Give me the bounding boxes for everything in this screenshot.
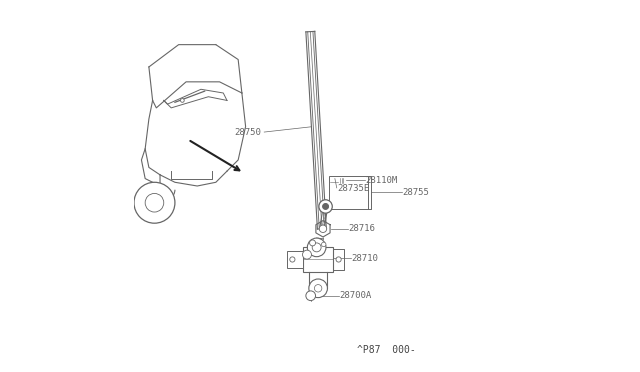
Text: 28750: 28750 (234, 128, 261, 137)
Circle shape (323, 203, 328, 209)
Text: 28700A: 28700A (339, 291, 372, 300)
Text: 28716: 28716 (349, 224, 376, 233)
Circle shape (319, 225, 326, 232)
Circle shape (312, 243, 321, 252)
Text: ^P87  000-: ^P87 000- (357, 345, 416, 355)
Circle shape (314, 285, 322, 292)
Circle shape (180, 99, 184, 102)
Text: 28735E: 28735E (337, 184, 369, 193)
Circle shape (307, 238, 326, 257)
Bar (287, 251, 303, 268)
Circle shape (306, 291, 316, 301)
Circle shape (303, 250, 312, 259)
Circle shape (310, 240, 316, 246)
Circle shape (134, 182, 175, 223)
Ellipse shape (337, 177, 346, 183)
Bar (330, 177, 338, 188)
Text: 28110M: 28110M (365, 176, 397, 185)
Circle shape (290, 257, 295, 262)
Text: 28755: 28755 (403, 188, 429, 197)
Circle shape (321, 242, 326, 247)
Circle shape (319, 200, 332, 213)
Bar (303, 247, 333, 272)
Text: 28710: 28710 (351, 254, 378, 263)
Circle shape (336, 257, 341, 262)
Circle shape (145, 193, 164, 212)
Bar (330, 176, 369, 209)
Circle shape (309, 279, 328, 298)
